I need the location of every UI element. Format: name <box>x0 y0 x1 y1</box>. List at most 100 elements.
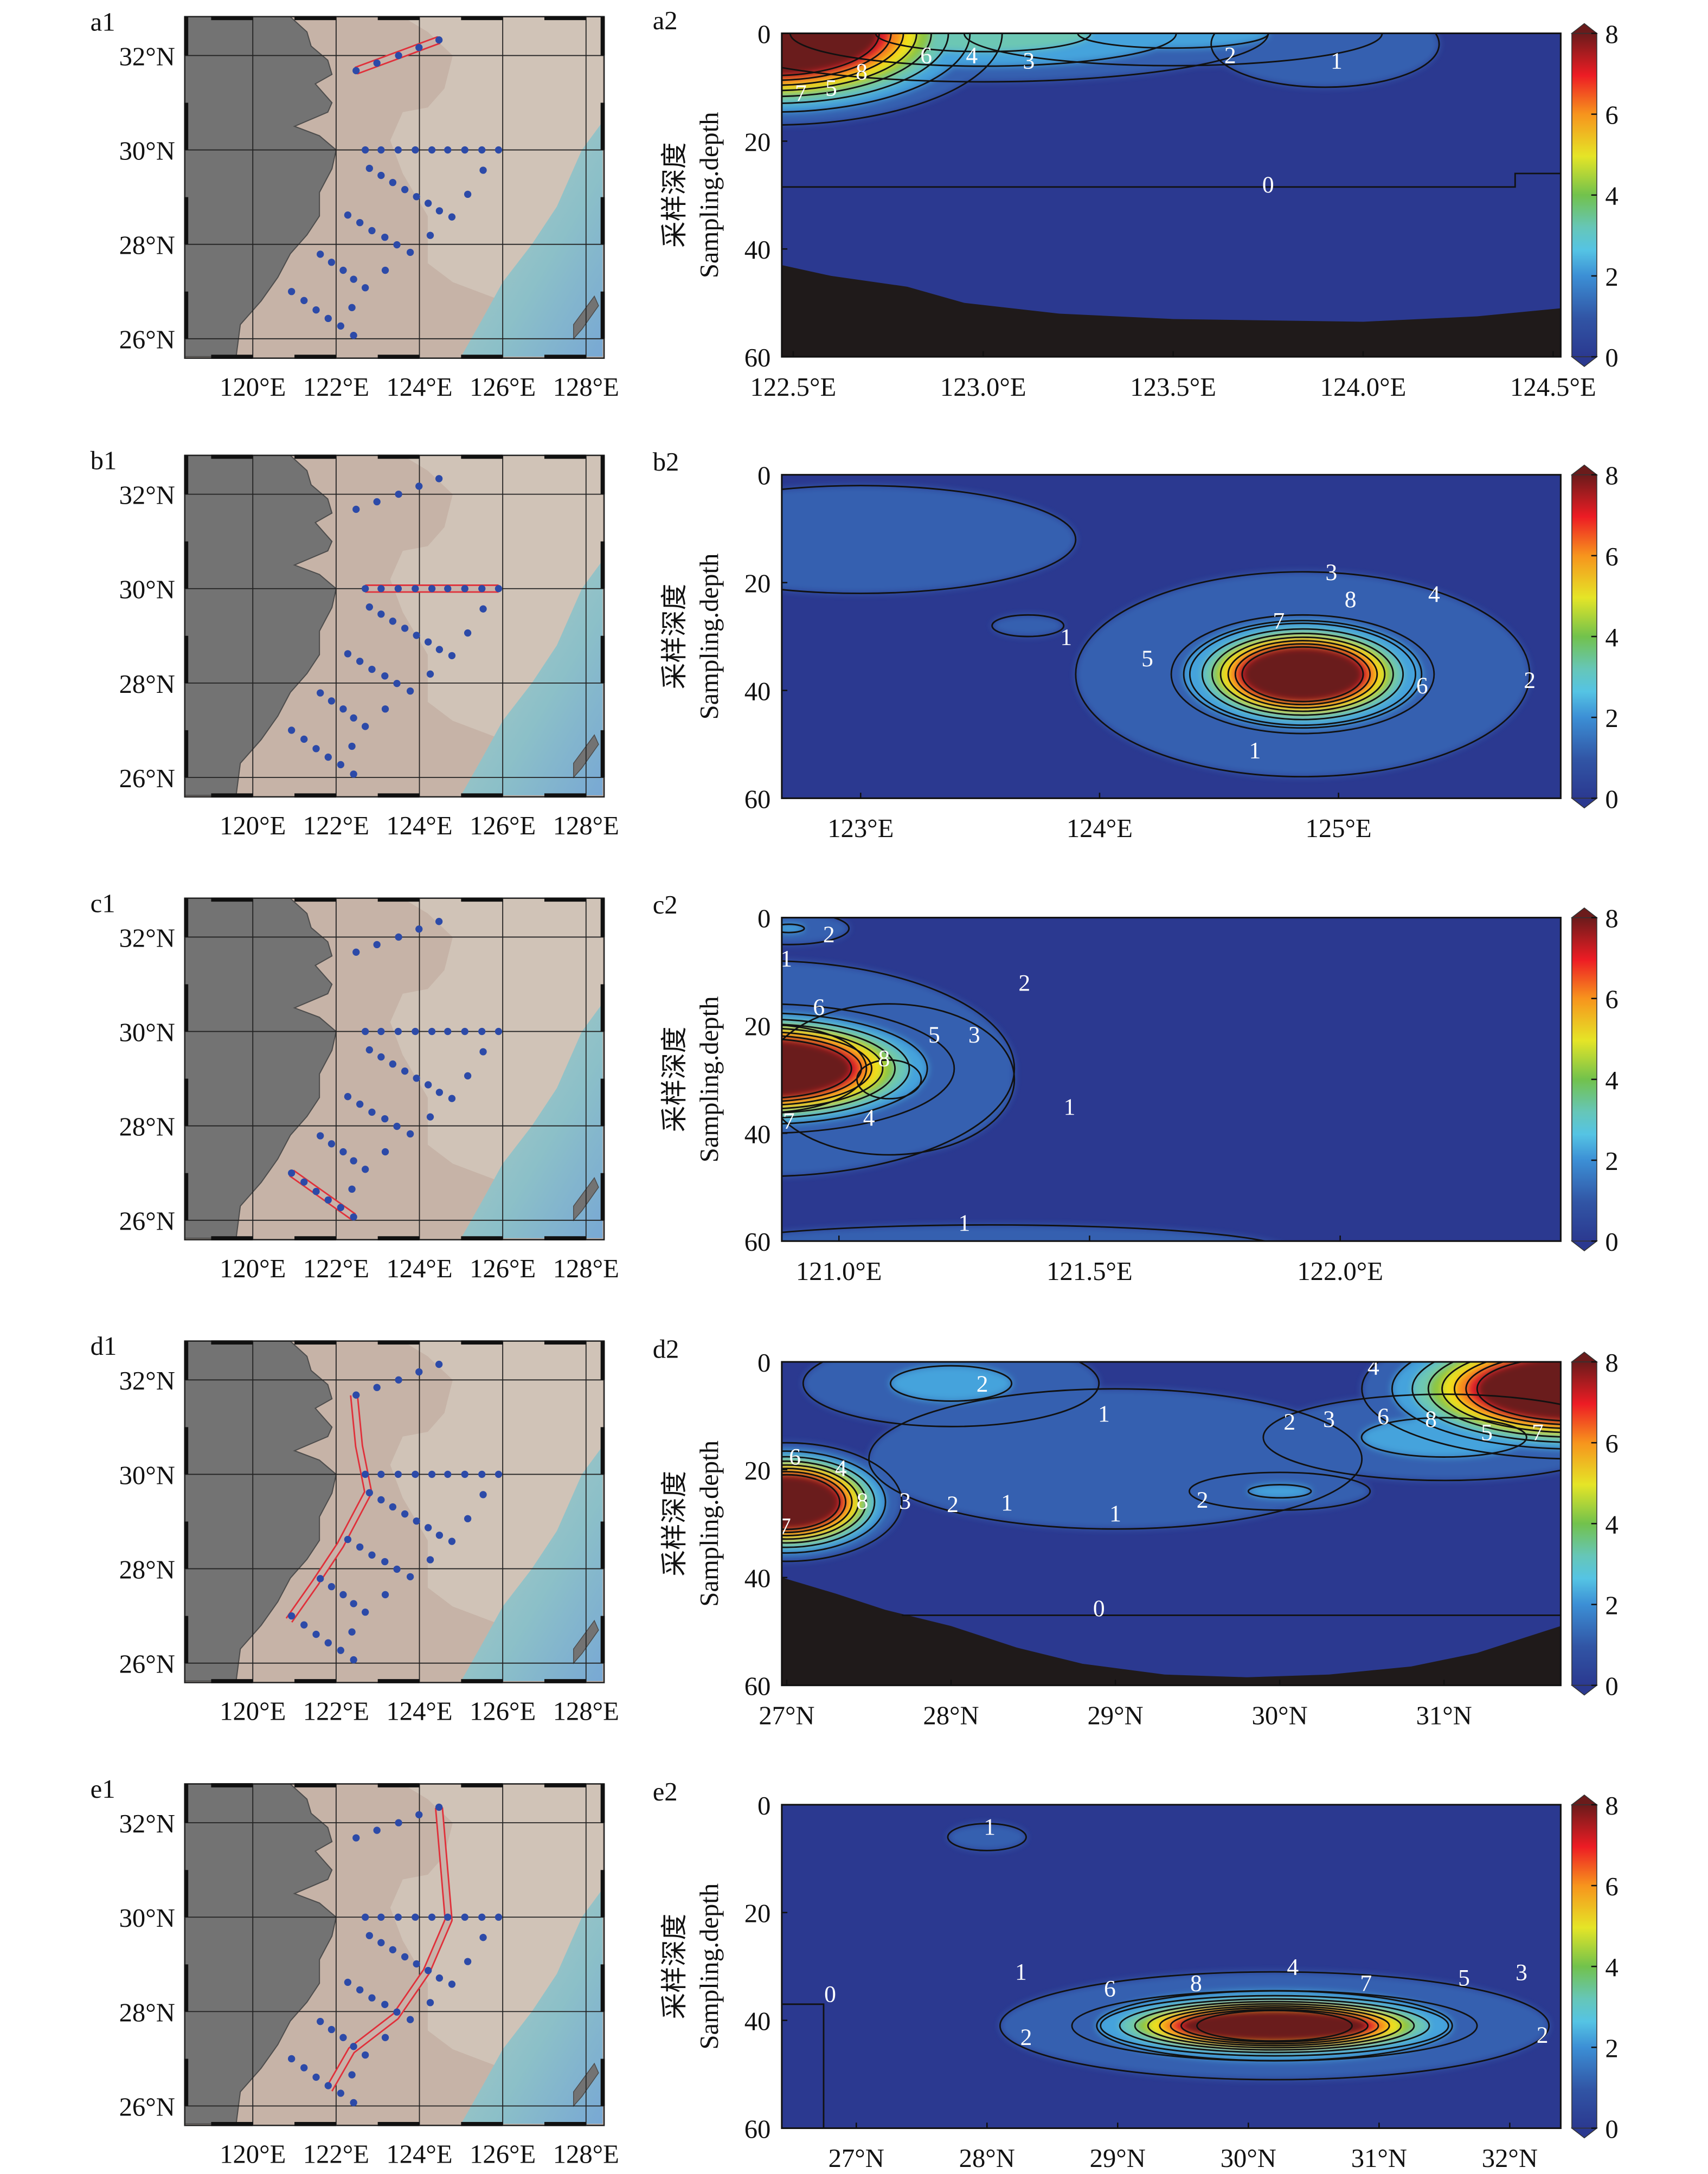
contour-label: 1 <box>1331 48 1343 74</box>
plot-body: 38 7 4 5 6 2 1 1 <box>781 474 1561 799</box>
station-point <box>344 650 352 658</box>
lat-tick-label: 32°N <box>119 923 175 953</box>
contour-label: 2 <box>1537 2022 1549 2048</box>
station-point <box>328 1140 336 1148</box>
station-point <box>381 1115 389 1123</box>
station-point <box>361 146 369 154</box>
station-point <box>395 1376 402 1384</box>
contour-label: 5 <box>1481 1420 1493 1446</box>
station-point <box>444 1027 452 1035</box>
land-mass <box>184 455 337 796</box>
lon-tick-label: 128°E <box>553 372 619 402</box>
station-point <box>377 1027 385 1035</box>
level-8-fill <box>1477 1362 1561 1421</box>
station-point <box>389 1503 397 1511</box>
lon-tick-label: 124°E <box>386 2140 452 2169</box>
contour-label: 3 <box>1023 48 1035 74</box>
lon-tick-label: 120°E <box>220 811 286 840</box>
station-point <box>373 941 381 949</box>
contour-label: 4 <box>1287 1954 1299 1980</box>
station-point <box>478 1470 486 1478</box>
contour-2 <box>1100 1995 1449 2057</box>
colorbar-tick-label: 8 <box>1605 461 1618 491</box>
station-point <box>373 1826 381 1834</box>
station-point <box>350 1656 357 1664</box>
colorbar-tick-label: 6 <box>1605 985 1618 1014</box>
panel-label: c1 <box>91 889 115 918</box>
y-tick-label: 60 <box>744 1672 771 1701</box>
map-body <box>184 898 605 1240</box>
station-point <box>348 742 356 750</box>
contour-1 <box>1210 33 1440 88</box>
level-8-fill <box>781 1475 840 1529</box>
station-point <box>413 1075 420 1082</box>
colorbar-tick-label: 2 <box>1605 262 1618 292</box>
station-point <box>300 2064 308 2072</box>
x-tick-label: 27°N <box>759 1701 814 1730</box>
station-point <box>344 211 352 219</box>
land-mass <box>184 16 337 357</box>
level-2-fill <box>890 1366 1012 1401</box>
contour-label: 6 <box>1104 1976 1116 2002</box>
map-body <box>184 455 605 797</box>
station-point <box>444 1470 452 1478</box>
station-point <box>348 2071 356 2079</box>
station-point <box>393 241 401 249</box>
x-tick-label: 29°N <box>1087 1701 1143 1730</box>
lon-tick-label: 122°E <box>303 1254 369 1283</box>
contour-4 <box>1134 2001 1415 2051</box>
station-point <box>350 2043 357 2050</box>
plot-frame <box>781 917 1562 1242</box>
colorbar: 0 2 4 6 8 <box>1570 461 1619 814</box>
station-point <box>412 1027 419 1035</box>
station-point <box>479 1048 487 1056</box>
lon-tick-label: 124°E <box>386 811 452 840</box>
lon-tick-label: 126°E <box>470 811 536 840</box>
colorbar-tick-label: 6 <box>1605 1872 1618 1901</box>
contour-1 <box>781 485 1077 594</box>
station-point <box>381 266 389 274</box>
contour-6 <box>1454 1362 1561 1429</box>
station-point <box>435 1803 443 1811</box>
station-point <box>435 36 443 44</box>
station-point <box>461 1470 468 1478</box>
contour-5 <box>1219 636 1386 712</box>
contour-1 <box>781 1003 1016 1156</box>
lon-tick-label: 128°E <box>553 811 619 840</box>
station-point <box>368 1108 376 1116</box>
y-axis-label-en: Sampling.depth <box>695 1440 724 1607</box>
x-tick-label: 31°N <box>1351 2144 1407 2173</box>
station-point <box>381 1148 389 1156</box>
lat-tick-label: 30°N <box>119 1461 175 1490</box>
contour-label: 6 <box>1416 673 1428 699</box>
contour-label: 4 <box>966 43 978 69</box>
station-point <box>401 1067 409 1075</box>
station-point <box>393 1565 401 1573</box>
lon-tick-label: 124°E <box>386 1254 452 1283</box>
station-point <box>350 2099 357 2107</box>
station-point <box>424 1081 432 1089</box>
station-point <box>461 585 468 593</box>
panel-label: c2 <box>653 890 678 919</box>
station-point <box>356 218 364 227</box>
station-point <box>448 213 456 221</box>
lon-tick-label: 120°E <box>220 2140 286 2169</box>
station-point <box>356 1543 364 1551</box>
station-point <box>412 1913 419 1921</box>
station-point <box>361 1913 369 1921</box>
station-point <box>389 618 397 625</box>
contour-2 <box>781 1024 868 1113</box>
contour-label: 5 <box>928 1022 940 1048</box>
contour-4 <box>781 1024 896 1114</box>
x-tick-label: 30°N <box>1221 2144 1276 2173</box>
station-point <box>352 1834 360 1842</box>
contour-label: 8 <box>856 59 868 85</box>
station-point <box>317 689 324 697</box>
lat-tick-label: 26°N <box>119 2092 175 2121</box>
x-tick-label: 125°E <box>1306 814 1372 843</box>
station-point <box>352 505 360 513</box>
colorbar: 0 2 4 6 8 <box>1570 20 1619 372</box>
station-point <box>361 1608 369 1616</box>
